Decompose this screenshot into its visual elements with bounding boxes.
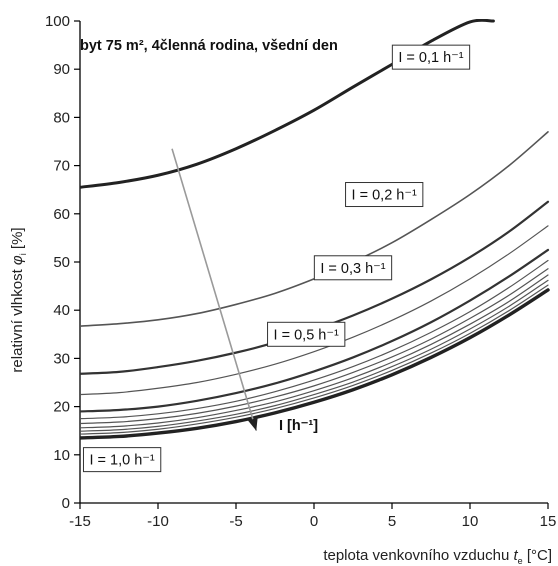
- series-line: [80, 225, 549, 396]
- curve-label-box: [391, 44, 471, 70]
- curve-label-text: I = 0,3 h⁻¹: [320, 261, 385, 277]
- curve-label: I = 0,3 h⁻¹: [313, 255, 393, 281]
- y-tick-label: 80: [53, 109, 70, 126]
- series-line: [80, 259, 549, 420]
- series-line: [80, 248, 550, 413]
- y-tick-label: 20: [53, 399, 70, 416]
- x-tick-label: 15: [540, 513, 557, 530]
- series-line: [80, 268, 549, 425]
- curve-label-text: I = 0,2 h⁻¹: [352, 188, 417, 204]
- curve-label: I = 0,1 h⁻¹: [391, 44, 471, 70]
- trend-arrow: [171, 148, 258, 431]
- y-axis-unit: [%]: [9, 227, 26, 249]
- y-tick-label: 30: [53, 350, 70, 367]
- ticks: 0 10 20 30 40 50 60 70 80 90 100 -15 -10 -5 0 5 10 15: [45, 13, 556, 530]
- x-axis-title: teplota venkovního vzduchu te [°C]: [323, 547, 552, 566]
- arrow-label: I [h⁻¹]: [279, 418, 318, 434]
- curve-label-text: I = 0,1 h⁻¹: [398, 50, 463, 66]
- curve-label: I = 0,5 h⁻¹: [267, 321, 346, 347]
- curve-labels: I = 0,1 h⁻¹ I = 0,2 h⁻¹ I = 0,3 h⁻¹ I = 0,5…: [82, 44, 471, 473]
- y-tick-label: 60: [53, 206, 70, 223]
- series-line: [80, 274, 549, 429]
- x-axis-subscript: e: [518, 556, 523, 566]
- curve-label-box: [313, 255, 393, 281]
- curve-label-box: [345, 182, 424, 208]
- y-tick-label: 10: [53, 447, 70, 464]
- x-tick-label: 5: [388, 513, 396, 530]
- y-tick-label: 70: [53, 158, 70, 175]
- curve-label-text: I = 0,5 h⁻¹: [274, 327, 339, 343]
- curve-label-box: [267, 321, 346, 347]
- x-tick-label: -5: [229, 513, 242, 530]
- series-line: [80, 19, 495, 189]
- curve-label-box: [82, 447, 162, 473]
- arrow-shaft: [171, 148, 258, 431]
- series-line: [80, 200, 550, 375]
- x-tick-label: 0: [310, 513, 318, 530]
- curve-label: I = 1,0 h⁻¹: [82, 447, 162, 473]
- curve-label-text: I = 1,0 h⁻¹: [89, 453, 154, 469]
- y-tick-label: 40: [53, 302, 70, 319]
- x-tick-label: -10: [147, 513, 169, 530]
- curve-label: I = 0,2 h⁻¹: [345, 182, 424, 208]
- series-line: [80, 284, 549, 435]
- y-tick-label: 90: [53, 61, 70, 78]
- y-tick-label: 100: [45, 13, 70, 30]
- x-tick-label: -15: [69, 513, 91, 530]
- y-tick-label: 50: [53, 254, 70, 271]
- chart-subtitle: byt 75 m², 4členná rodina, všední den: [80, 38, 338, 54]
- x-axis-unit: [°C]: [527, 547, 552, 564]
- y-axis-title-text: relativní vlhkost: [9, 268, 26, 372]
- y-axis-subscript: i: [18, 253, 28, 255]
- arrow-head: [248, 417, 258, 431]
- y-axis-symbol: φ: [9, 255, 26, 265]
- x-tick-label: 10: [462, 513, 479, 530]
- y-axis-title: relativní vlhkost φi [%]: [9, 227, 30, 372]
- series-line: [80, 279, 549, 432]
- x-axis-title-text: teplota venkovního vzduchu: [323, 547, 509, 564]
- y-tick-label: 0: [62, 495, 70, 512]
- series-line: [80, 288, 550, 440]
- curves: [80, 19, 550, 440]
- x-axis-symbol: t: [513, 547, 518, 564]
